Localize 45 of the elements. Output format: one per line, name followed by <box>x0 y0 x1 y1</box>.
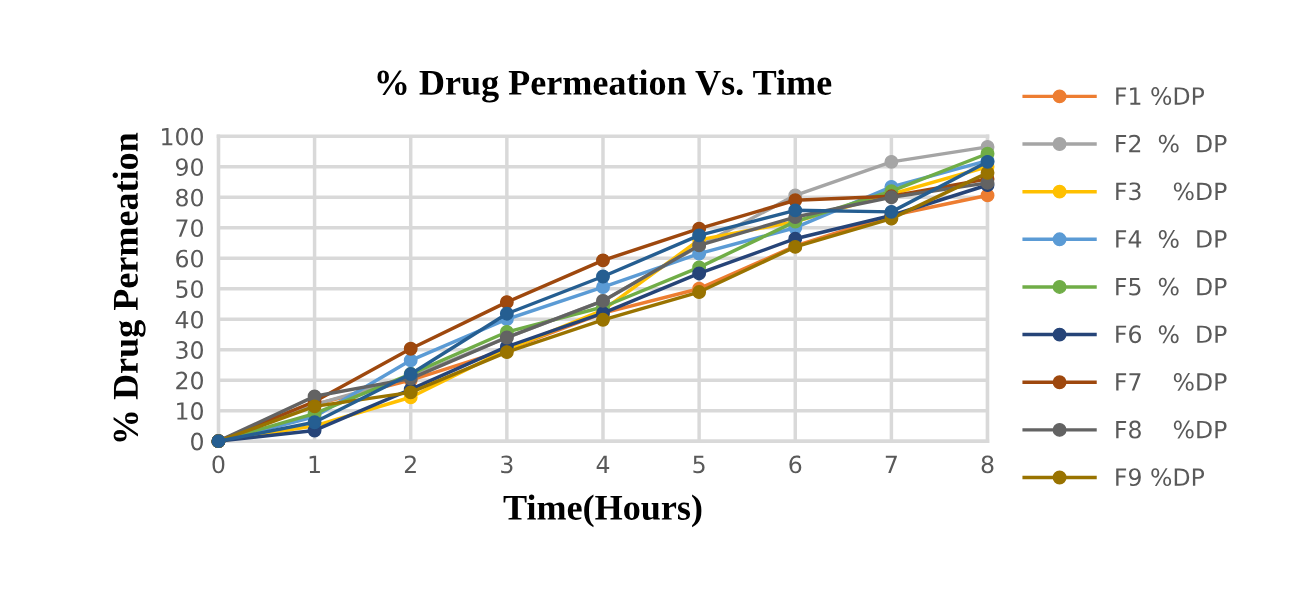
y-tick-label: 100 <box>162 127 203 146</box>
point <box>692 266 707 281</box>
y-tick-label: 60 <box>176 249 203 268</box>
y-tick-label: 90 <box>175 158 203 177</box>
legend-label: F4 % DP <box>1116 230 1227 248</box>
x-tick-label: 3 <box>501 455 513 474</box>
y-tick-label: 30 <box>176 341 203 359</box>
y-tick-label: 10 <box>177 402 203 420</box>
legend-label: F9 %DP <box>1116 468 1205 487</box>
y-tick-label: 70 <box>176 219 203 238</box>
legend-label: F1 %DP <box>1116 87 1205 105</box>
y-tick-label: 40 <box>175 310 203 329</box>
point <box>884 204 899 219</box>
chart-title: % Drug Permeation Vs. Time <box>377 69 832 103</box>
y-tick-label: 80 <box>176 188 203 207</box>
x-tick-label: 4 <box>596 455 610 473</box>
x-tick-label: 6 <box>789 455 802 474</box>
y-tick-label: 20 <box>176 371 203 390</box>
point <box>403 353 418 368</box>
legend-label: F3 %DP <box>1116 182 1227 201</box>
point <box>692 228 707 243</box>
point <box>596 269 610 284</box>
point <box>499 306 514 321</box>
point <box>403 341 418 356</box>
y-tick-label: 50 <box>176 280 203 298</box>
legend-label: F2 % DP <box>1116 134 1227 153</box>
y-tick-label: 0 <box>191 432 203 451</box>
x-tick-label: 7 <box>885 455 897 473</box>
point <box>596 312 610 327</box>
x-tick-label: 1 <box>309 455 320 473</box>
point <box>884 154 899 169</box>
point <box>499 295 514 310</box>
x-tick-label: 0 <box>212 455 225 474</box>
x-axis-title: Time(Hours) <box>503 494 702 528</box>
legend-label: F8 %DP <box>1116 420 1227 439</box>
point <box>692 285 707 299</box>
point <box>596 253 610 268</box>
x-tick-label: 2 <box>404 455 416 473</box>
legend-label: F6 % DP <box>1116 325 1227 344</box>
point <box>788 203 803 218</box>
y-axis-title: % Drug Permeation <box>112 132 146 442</box>
x-tick-label: 5 <box>693 455 705 474</box>
legend-label: F5 % DP <box>1116 277 1227 296</box>
legend-label: F7 %DP <box>1116 372 1227 391</box>
x-tick-label: 8 <box>981 455 994 474</box>
